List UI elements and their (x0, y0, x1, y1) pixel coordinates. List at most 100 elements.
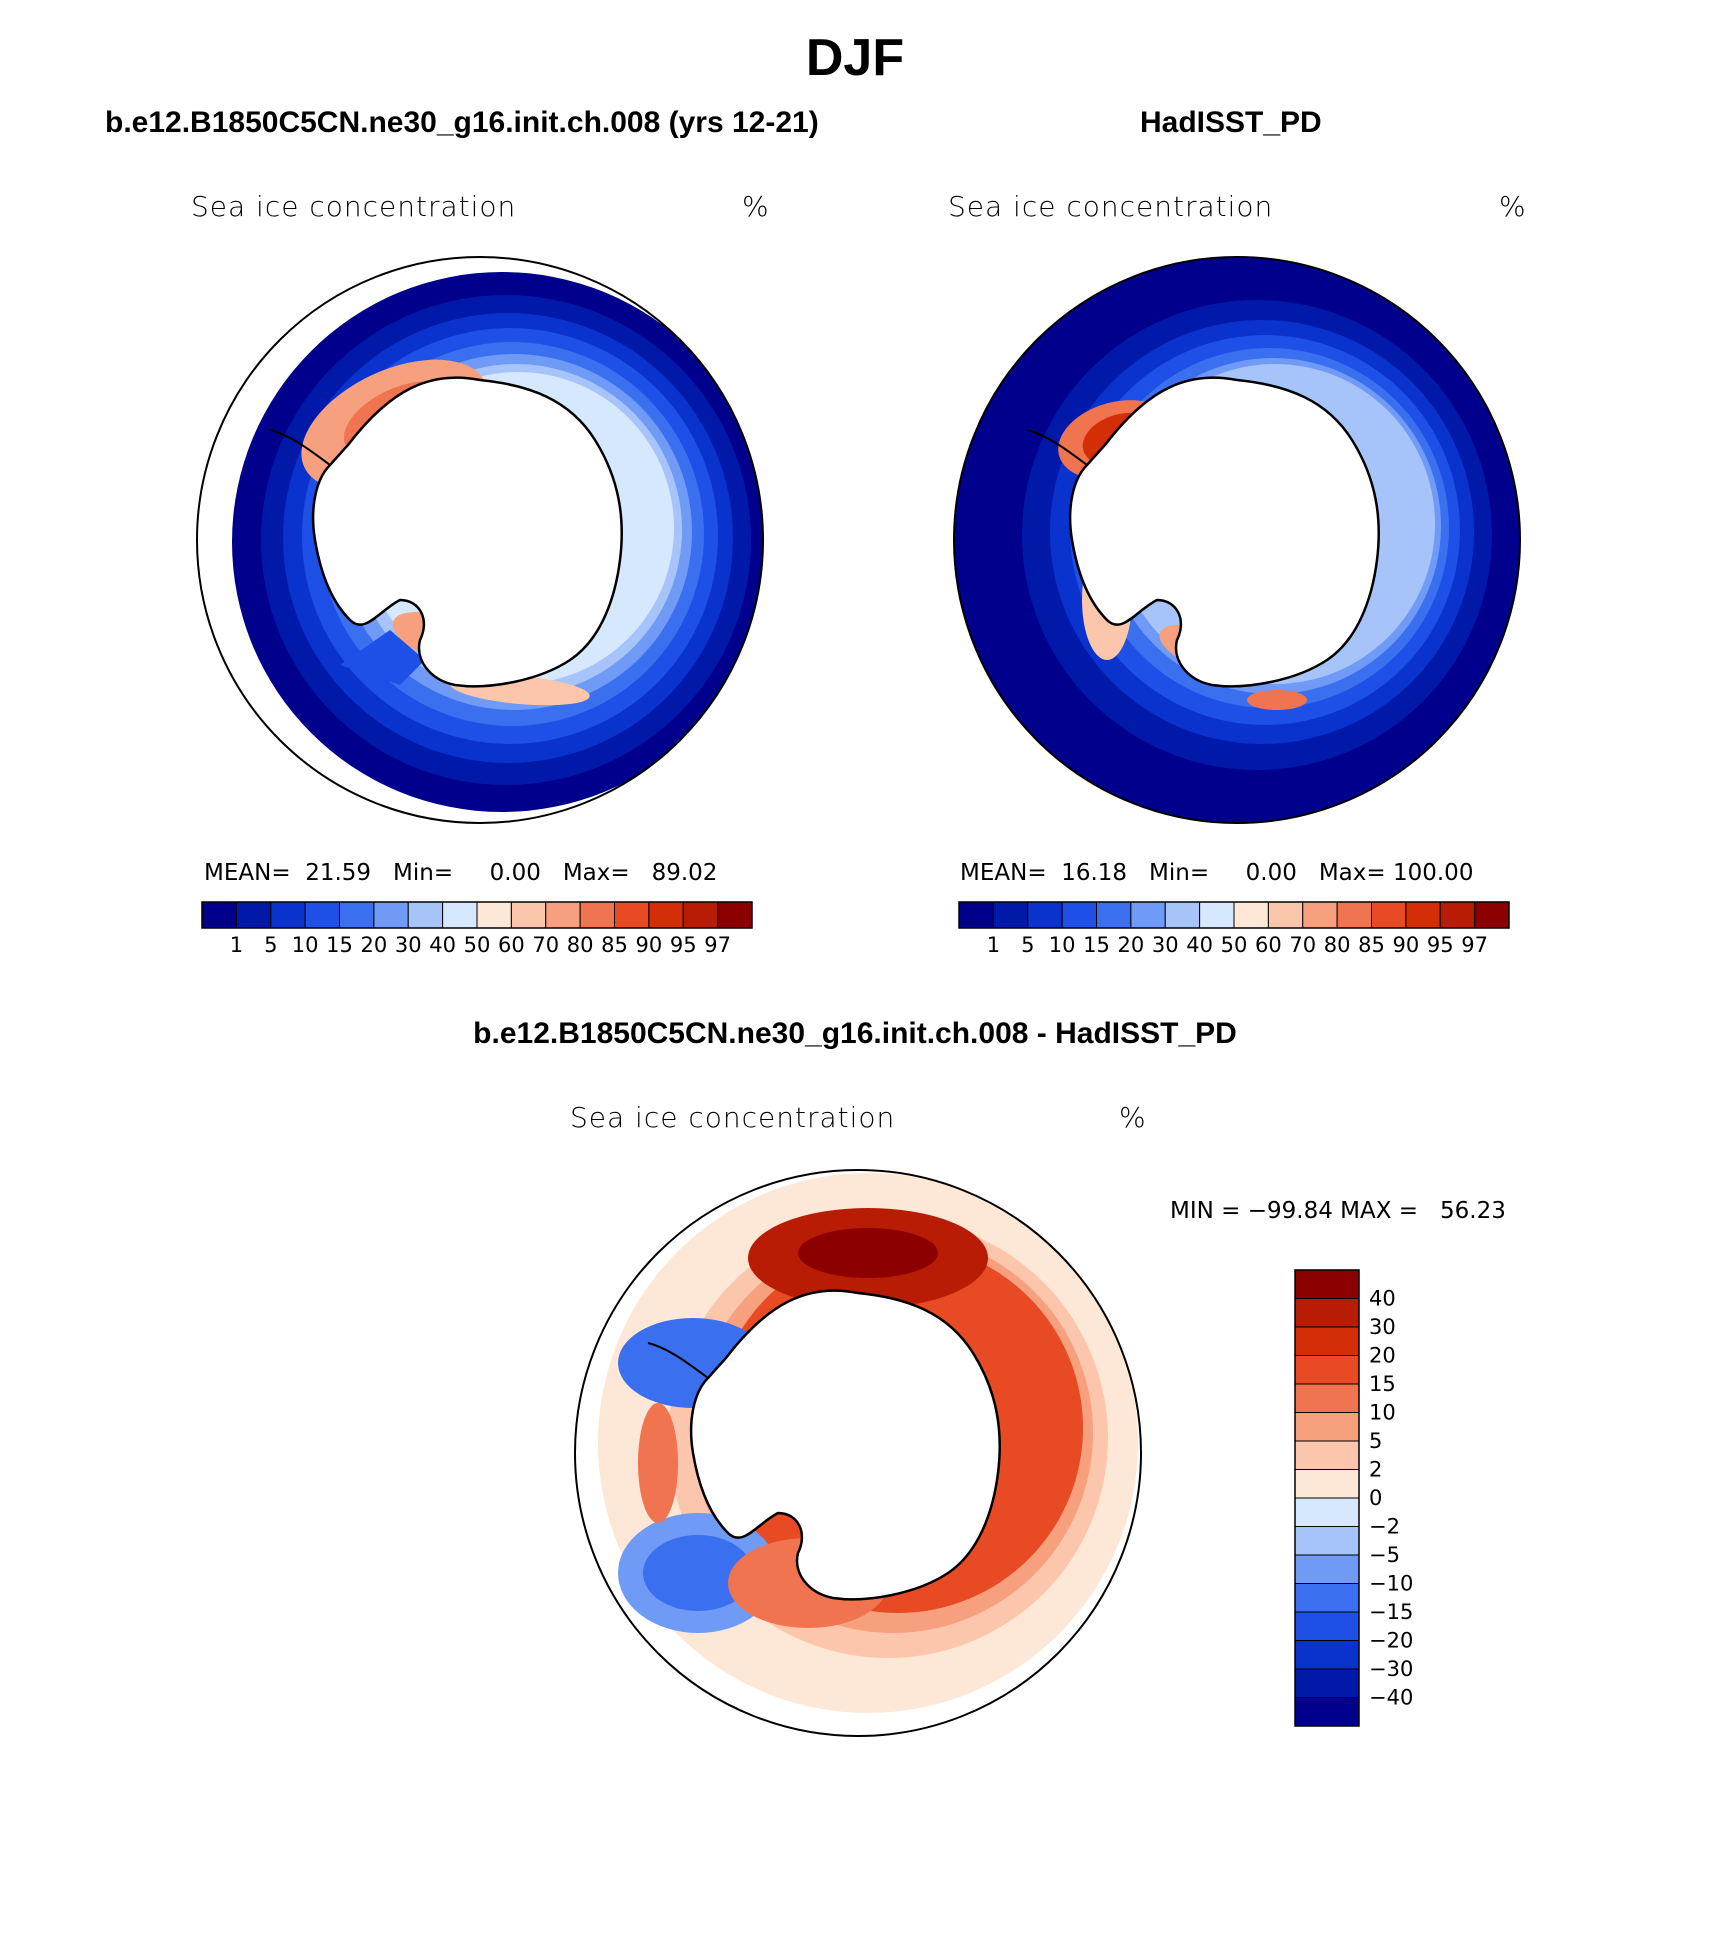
panel1-units-label: % (742, 190, 770, 223)
panel2-map-border (953, 256, 1521, 824)
diff-colorbar-tick-label: 2 (1369, 1458, 1382, 1482)
diff-colorbar-swatch (1294, 1697, 1360, 1727)
panel1-colorbar-swatch (614, 901, 650, 929)
panel1-colorbar-swatch (682, 901, 719, 929)
panel2-colorbar-tick-label: 40 (1186, 933, 1213, 957)
panel2-colorbar-swatch (1336, 901, 1372, 929)
panel1-colorbar-tick-label: 15 (326, 933, 353, 957)
panel1-colorbar-swatch (373, 901, 409, 929)
diff-colorbar-swatch (1294, 1326, 1360, 1356)
panel2-colorbar-tick-label: 15 (1083, 933, 1110, 957)
panel1-colorbar-tick-label: 95 (670, 933, 697, 957)
diff-colorbar-swatch (1294, 1554, 1360, 1584)
diff-colorbar-tick-label: −30 (1369, 1657, 1413, 1681)
diff-colorbar-tick-label: 30 (1369, 1315, 1396, 1339)
panel2-colorbar-swatch (1164, 901, 1201, 929)
panel2-colorbar-tick-label: 95 (1427, 933, 1454, 957)
diff-colorbar-tick-label: 0 (1369, 1486, 1382, 1510)
panel2-colorbar-swatch (992, 901, 1029, 929)
panel1-case-title: b.e12.B1850C5CN.ne30_g16.init.ch.008 (yr… (105, 106, 819, 139)
panel2-colorbar-tick-label: 80 (1324, 933, 1351, 957)
diff-colorbar-swatch (1294, 1611, 1360, 1641)
panel1-variable-label: Sea ice concentration (191, 190, 517, 223)
diff-colorbar-tick-label: −40 (1369, 1686, 1413, 1710)
diff-colorbar-swatch (1294, 1383, 1360, 1413)
diff-colorbar-swatch (1294, 1269, 1360, 1299)
panel2-colorbar-swatch (1371, 901, 1407, 929)
panel2-colorbar-swatch (1199, 901, 1235, 929)
panel1-colorbar-tick-label: 10 (292, 933, 319, 957)
panel1-colorbar-swatch (235, 901, 272, 929)
panel1-colorbar-swatch (407, 901, 444, 929)
diff-colorbar-tick-label: −5 (1369, 1543, 1400, 1567)
panel1-colorbar: 1 5 10 15 20 30 40 50 60 70 80 85 90 95 97 (201, 901, 753, 957)
panel1-colorbar-tick-label: 50 (464, 933, 491, 957)
panel2-colorbar-swatch (1233, 901, 1269, 929)
panel2-colorbar-tick-label: 97 (1461, 933, 1488, 957)
panel2-units-label: % (1499, 190, 1527, 223)
diff-colorbar-swatch (1294, 1412, 1360, 1442)
diff-antarctica-outline (689, 1289, 1001, 1601)
diff-units-label: % (1119, 1101, 1147, 1134)
diff-colorbar-swatch (1294, 1583, 1360, 1613)
diff-minmax-stats: MIN = −99.84 MAX = 56.23 (1170, 1198, 1506, 1224)
panel1-polar-map (196, 256, 764, 824)
panel2-colorbar-swatch (1405, 901, 1441, 929)
panel2-colorbar-swatch (1439, 901, 1476, 929)
panel1-map-border (196, 256, 764, 824)
panel2-antarctica-outline (1068, 376, 1380, 688)
panel2-stats: MEAN= 16.18 Min= 0.00 Max= 100.00 (960, 860, 1474, 886)
panel2-colorbar-tick-label: 30 (1152, 933, 1179, 957)
diff-colorbar-swatch (1294, 1298, 1360, 1328)
panel1-colorbar-swatch (304, 901, 340, 929)
panel2-colorbar-tick-label: 70 (1289, 933, 1316, 957)
panel2-colorbar-tick-label: 60 (1255, 933, 1282, 957)
panel1-colorbar-tick-label: 20 (361, 933, 388, 957)
panel1-colorbar-tick-label: 40 (429, 933, 456, 957)
diff-colorbar-tick-label: 20 (1369, 1344, 1396, 1368)
panel2-colorbar-swatch (1027, 901, 1063, 929)
diff-colorbar-swatch (1294, 1668, 1360, 1698)
diff-case-title: b.e12.B1850C5CN.ne30_g16.init.ch.008 - H… (473, 1017, 1237, 1050)
panel2-colorbar-tick-label: 90 (1393, 933, 1420, 957)
panel1-colorbar-swatch (476, 901, 512, 929)
panel2-colorbar-tick-label: 1 (987, 933, 1000, 957)
diff-colorbar-tick-label: 40 (1369, 1287, 1396, 1311)
panel1-colorbar-swatch (339, 901, 375, 929)
diff-variable-label: Sea ice concentration (570, 1101, 896, 1134)
panel2-variable-label: Sea ice concentration (948, 190, 1274, 223)
panel1-colorbar-tick-label: 70 (532, 933, 559, 957)
diff-colorbar-tick-label: −15 (1369, 1600, 1413, 1624)
page-title: DJF (805, 29, 905, 87)
diff-colorbar-tick-label: −10 (1369, 1572, 1413, 1596)
panel1-colorbar-swatch (270, 901, 306, 929)
panel2-colorbar-tick-label: 20 (1118, 933, 1145, 957)
panel1-stats: MEAN= 21.59 Min= 0.00 Max= 89.02 (204, 860, 718, 886)
panel2-colorbar-swatch (1130, 901, 1166, 929)
panel1-colorbar-swatch (648, 901, 684, 929)
diff-polar-map (574, 1169, 1142, 1737)
panel1-antarctica-outline (311, 376, 623, 688)
panel2-colorbar-swatch (1096, 901, 1132, 929)
panel2-colorbar-tick-label: 85 (1358, 933, 1385, 957)
panel2-colorbar-swatch (1302, 901, 1338, 929)
panel2-colorbar-swatch (1267, 901, 1304, 929)
panel2-colorbar-swatch (958, 901, 994, 929)
panel2-case-title: HadISST_PD (1140, 106, 1322, 139)
panel1-colorbar-tick-label: 85 (601, 933, 628, 957)
diff-colorbar-tick-label: 15 (1369, 1372, 1396, 1396)
panel1-colorbar-swatch (510, 901, 547, 929)
diff-colorbar-tick-label: −2 (1369, 1515, 1400, 1539)
panel2-colorbar-tick-label: 50 (1221, 933, 1248, 957)
panel2-colorbar-swatch (1061, 901, 1097, 929)
diff-colorbar-swatch (1294, 1526, 1360, 1556)
diff-colorbar-swatch (1294, 1355, 1360, 1385)
panel1-colorbar-tick-label: 5 (264, 933, 277, 957)
panel2-colorbar-swatch (1474, 901, 1510, 929)
panel1-colorbar-swatch (442, 901, 478, 929)
diff-colorbar-swatch (1294, 1497, 1360, 1527)
panel2-polar-map (953, 256, 1521, 824)
panel1-colorbar-swatch (201, 901, 237, 929)
panel1-colorbar-tick-label: 90 (636, 933, 663, 957)
